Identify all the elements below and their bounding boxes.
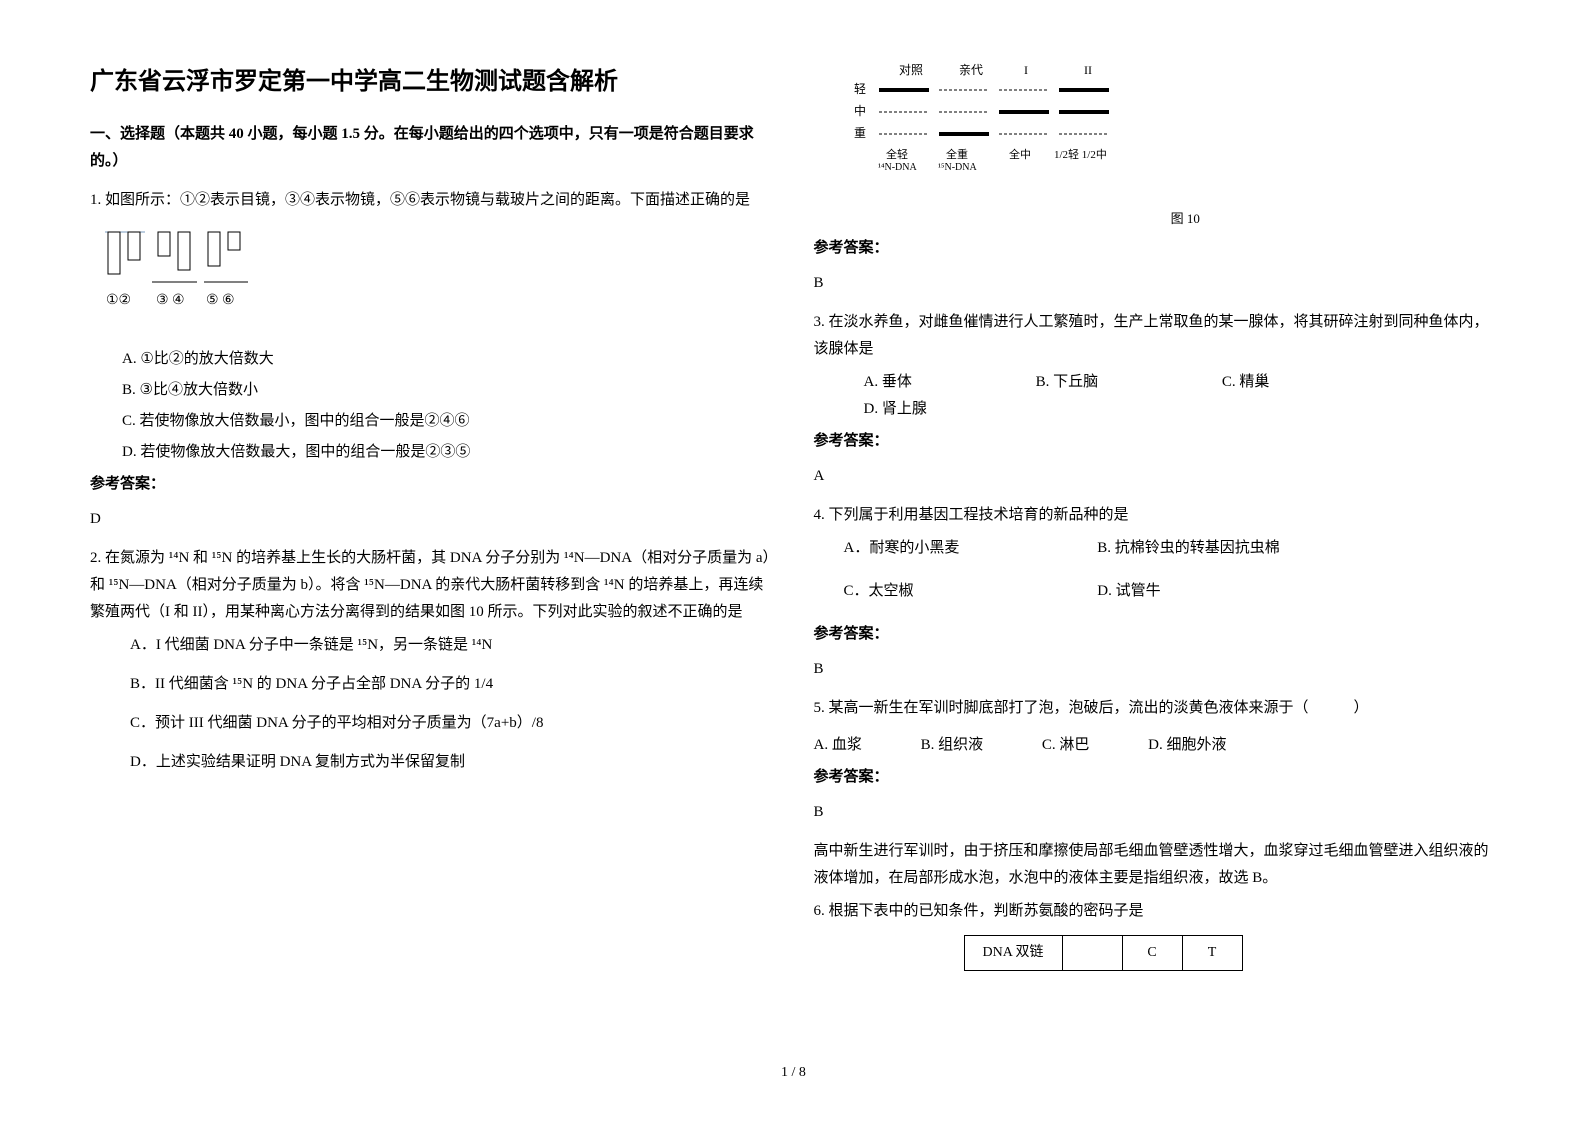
right-column: 对照 亲代 I II 轻 中 重 (814, 60, 1498, 1040)
q3-opt-b: B. 下丘脑 (1036, 369, 1099, 396)
q1-answer-label: 参考答案： (90, 471, 774, 498)
q1-opt-a: A. ①比②的放大倍数大 (122, 346, 774, 373)
svg-text:¹⁵N-DNA: ¹⁵N-DNA (938, 162, 977, 173)
q5-opt-a: A. 血浆 (814, 732, 862, 759)
q3-opt-a: A. 垂体 (864, 369, 912, 396)
col-label: 对照 (899, 63, 923, 77)
q4-answer: B (814, 656, 1498, 683)
lens-diagram: ①② ③ ④ ⑤ ⑥ (100, 224, 774, 334)
q3-stem: 3. 在淡水养鱼，对雌鱼催情进行人工繁殖时，生产上常取鱼的某一腺体，将其研碎注射… (814, 309, 1498, 363)
q3-answer: A (814, 463, 1498, 490)
svg-text:1/2轻 1/2中: 1/2轻 1/2中 (1054, 147, 1107, 161)
table-row: DNA 双链 C T (964, 936, 1242, 970)
q2-opt-c: C．预计 III 代细菌 DNA 分子的平均相对分子质量为（7a+b）/8 (130, 710, 774, 737)
svg-text:全重: 全重 (946, 147, 968, 161)
q5-opt-c: C. 淋巴 (1042, 732, 1090, 759)
q4-answer-label: 参考答案： (814, 621, 1498, 648)
q1-opt-d: D. 若使物像放大倍数最大，图中的组合一般是②③⑤ (122, 439, 774, 466)
q5-explanation: 高中新生进行军训时，由于挤压和摩擦使局部毛细血管壁透性增大，血浆穿过毛细血管壁进… (814, 838, 1498, 892)
q4-opt-c: C．太空椒 (844, 578, 1094, 605)
q5-stem: 5. 某高一新生在军训时脚底部打了泡，泡破后，流出的淡黄色液体来源于（ ） (814, 695, 1498, 722)
page-title: 广东省云浮市罗定第一中学高二生物测试题含解析 (90, 60, 774, 103)
q2-opt-b: B．II 代细菌含 ¹⁵N 的 DNA 分子占全部 DNA 分子的 1/4 (130, 671, 774, 698)
cell: C (1122, 936, 1182, 970)
q4-opt-d: D. 试管牛 (1097, 578, 1160, 605)
q2-stem: 2. 在氮源为 ¹⁴N 和 ¹⁵N 的培养基上生长的大肠杆菌，其 DNA 分子分… (90, 545, 774, 626)
svg-text:全轻: 全轻 (886, 147, 908, 161)
dna-table: DNA 双链 C T (964, 935, 1243, 970)
q3-opt-c: C. 精巢 (1222, 369, 1270, 396)
q6-stem: 6. 根据下表中的已知条件，判断苏氨酸的密码子是 (814, 898, 1498, 925)
svg-text:③ ④: ③ ④ (156, 293, 185, 308)
svg-text:¹⁴N-DNA: ¹⁴N-DNA (878, 162, 917, 173)
svg-text:II: II (1084, 63, 1092, 77)
q5-opt-b: B. 组织液 (921, 732, 984, 759)
page-number: 1 / 8 (90, 1060, 1497, 1085)
svg-text:①②: ①② (106, 293, 131, 308)
cell (1062, 936, 1122, 970)
q4-opt-a: A．耐寒的小黑麦 (844, 535, 1094, 562)
cell: T (1182, 936, 1242, 970)
q1-answer: D (90, 506, 774, 533)
q2-opt-d: D．上述实验结果证明 DNA 复制方式为半保留复制 (130, 749, 774, 776)
q5-opt-d: D. 细胞外液 (1148, 732, 1226, 759)
svg-text:轻: 轻 (854, 82, 866, 96)
q1-opt-b: B. ③比④放大倍数小 (122, 377, 774, 404)
svg-text:中: 中 (854, 103, 866, 118)
q2-answer-label: 参考答案： (814, 235, 1498, 262)
q1-opt-c: C. 若使物像放大倍数最小，图中的组合一般是②④⑥ (122, 408, 774, 435)
q3-opt-d: D. 肾上腺 (864, 396, 927, 423)
section-heading: 一、选择题（本题共 40 小题，每小题 1.5 分。在每小题给出的四个选项中，只… (90, 121, 774, 175)
svg-text:⑤ ⑥: ⑤ ⑥ (206, 293, 235, 308)
density-diagram: 对照 亲代 I II 轻 中 重 (844, 60, 1498, 230)
svg-text:I: I (1024, 63, 1028, 77)
q1-stem: 1. 如图所示：①②表示目镜，③④表示物镜，⑤⑥表示物镜与载玻片之间的距离。下面… (90, 187, 774, 214)
svg-text:亲代: 亲代 (959, 63, 983, 77)
svg-text:全中: 全中 (1009, 147, 1031, 161)
svg-text:重: 重 (854, 126, 866, 140)
figure-caption: 图 10 (874, 207, 1498, 230)
q2-answer: B (814, 270, 1498, 297)
q4-opt-b: B. 抗棉铃虫的转基因抗虫棉 (1097, 535, 1280, 562)
q5-answer-label: 参考答案： (814, 764, 1498, 791)
q4-stem: 4. 下列属于利用基因工程技术培育的新品种的是 (814, 502, 1498, 529)
q3-answer-label: 参考答案： (814, 428, 1498, 455)
q2-opt-a: A．I 代细菌 DNA 分子中一条链是 ¹⁵N，另一条链是 ¹⁴N (130, 632, 774, 659)
left-column: 广东省云浮市罗定第一中学高二生物测试题含解析 一、选择题（本题共 40 小题，每… (90, 60, 774, 1040)
q5-answer: B (814, 799, 1498, 826)
cell: DNA 双链 (964, 936, 1062, 970)
